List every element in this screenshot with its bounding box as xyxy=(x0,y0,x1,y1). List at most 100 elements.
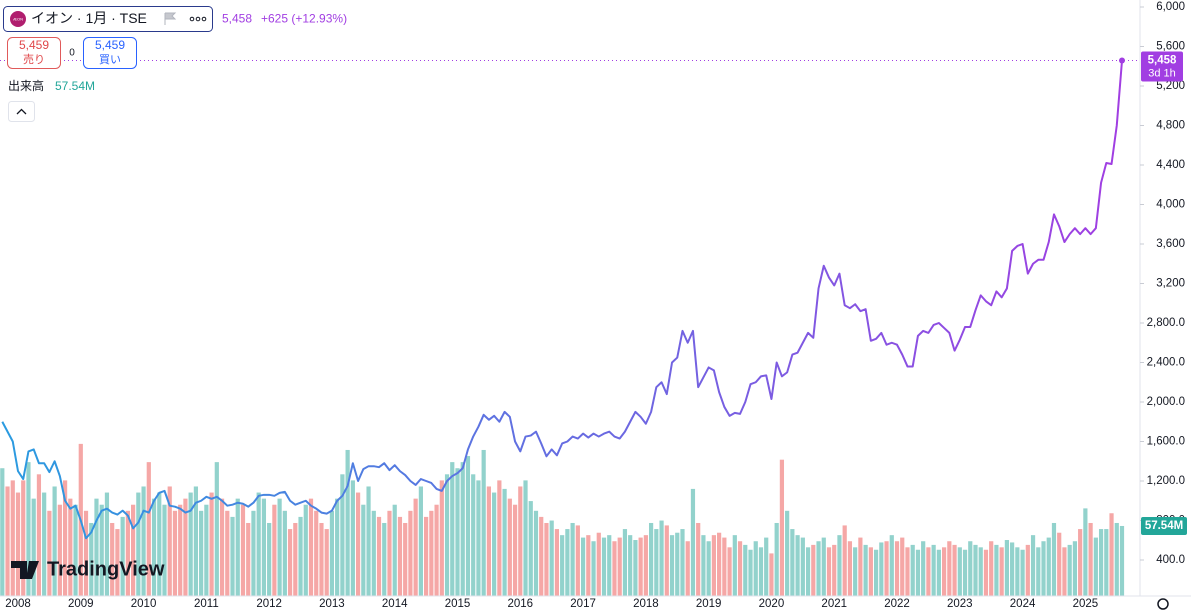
volume-bar xyxy=(748,549,753,596)
x-tick-label: 2015 xyxy=(445,598,471,610)
volume-bar xyxy=(512,504,518,596)
volume-bar xyxy=(858,537,863,596)
volume-bar xyxy=(643,535,648,596)
volume-bar xyxy=(879,542,884,596)
volume-bar xyxy=(267,522,272,596)
volume-bar xyxy=(685,541,690,596)
volume-bar xyxy=(554,529,560,596)
volume-bar xyxy=(690,488,696,596)
volume-bar xyxy=(528,501,533,596)
more-icon[interactable] xyxy=(189,16,207,22)
volume-bar xyxy=(125,510,130,596)
volume-bar xyxy=(596,532,601,596)
volume-legend-label: 出来高 xyxy=(8,78,44,93)
volume-bar xyxy=(795,535,800,596)
volume-bar xyxy=(575,525,580,596)
volume-bar xyxy=(1119,525,1125,596)
volume-bar xyxy=(717,532,722,596)
sell-button[interactable] xyxy=(7,37,61,69)
brand: TradingView xyxy=(47,558,165,580)
volume-bar xyxy=(737,541,743,596)
volume-bar xyxy=(1036,547,1041,596)
volume-bar xyxy=(162,504,167,596)
volume-bar xyxy=(1010,542,1015,596)
volume-bar xyxy=(947,541,952,596)
volume-bar xyxy=(1004,540,1009,596)
volume-bar xyxy=(837,535,842,596)
volume-bar xyxy=(371,510,376,596)
volume-bar xyxy=(706,541,711,596)
y-tick-label: 5,200 xyxy=(1156,80,1185,92)
volume-bar xyxy=(225,510,230,596)
volume-layer xyxy=(0,443,1125,596)
volume-bar xyxy=(821,537,826,596)
volume-bar xyxy=(560,535,565,596)
price-tag xyxy=(1141,51,1183,82)
volume-bar xyxy=(727,547,732,596)
volume-bar xyxy=(298,516,303,596)
collapse-button[interactable] xyxy=(8,101,35,122)
volume-bar xyxy=(1088,522,1093,596)
volume-bar xyxy=(287,529,293,596)
x-tick-label: 2018 xyxy=(633,598,659,610)
volume-bar xyxy=(439,480,444,596)
volume-bar xyxy=(1114,522,1119,596)
price-line xyxy=(1,60,1123,540)
volume-bar xyxy=(1083,508,1088,596)
volume-bar xyxy=(586,535,591,596)
volume-bar xyxy=(638,537,643,596)
volume-bar xyxy=(968,541,973,596)
flag-icon[interactable] xyxy=(164,12,177,25)
volume-bar xyxy=(68,498,73,596)
volume-bar xyxy=(366,486,371,596)
volume-bar xyxy=(110,522,115,596)
x-tick-label: 2023 xyxy=(947,598,973,610)
volume-bar xyxy=(209,492,214,596)
quote: 5,458 xyxy=(222,12,252,26)
volume-bar xyxy=(743,544,748,596)
volume-bar xyxy=(94,498,99,596)
volume-bar xyxy=(429,510,434,596)
volume-bar xyxy=(591,541,596,596)
volume-bar xyxy=(659,520,664,596)
volume-bar xyxy=(1078,529,1083,596)
volume-bar xyxy=(282,510,287,596)
volume-bar xyxy=(1025,544,1030,596)
volume-bar xyxy=(413,498,418,596)
y-tick-label: 1,600.0 xyxy=(1147,436,1185,448)
volume-bar xyxy=(1093,537,1098,596)
volume-bar xyxy=(1072,541,1078,596)
volume-bar xyxy=(701,535,706,596)
volume-bar xyxy=(303,504,308,596)
volume-bar xyxy=(633,540,638,596)
x-tick-label: 2024 xyxy=(1010,598,1036,610)
buy-button[interactable] xyxy=(83,37,137,69)
volume-bar xyxy=(570,522,575,596)
volume-bar xyxy=(962,549,968,596)
volume-bar xyxy=(345,449,350,596)
volume-bar xyxy=(172,510,178,596)
volume-bar xyxy=(465,456,471,596)
volume-bar xyxy=(434,504,439,596)
volume-bar xyxy=(711,535,716,596)
volume-bar xyxy=(397,516,403,596)
spread: 0 xyxy=(69,48,75,59)
y-tick-label: 400.0 xyxy=(1156,554,1185,566)
volume-bar xyxy=(601,537,607,596)
volume-bar xyxy=(15,492,21,596)
volume-bar xyxy=(832,544,837,596)
settings-icon[interactable] xyxy=(1157,598,1169,610)
volume-bar xyxy=(246,522,251,596)
volume-legend-value: 57.54M xyxy=(55,79,95,93)
symbol-box[interactable] xyxy=(3,6,213,32)
volume-bar xyxy=(376,516,382,596)
volume-bar xyxy=(219,498,225,596)
volume-bar xyxy=(1104,529,1109,596)
volume-bar xyxy=(256,492,261,596)
volume-bar xyxy=(486,486,491,596)
volume-bar xyxy=(889,535,894,596)
x-tick-label: 2019 xyxy=(696,598,722,610)
volume-bar xyxy=(842,525,847,596)
price-layer xyxy=(0,57,1140,540)
x-tick-label: 2020 xyxy=(759,598,785,610)
